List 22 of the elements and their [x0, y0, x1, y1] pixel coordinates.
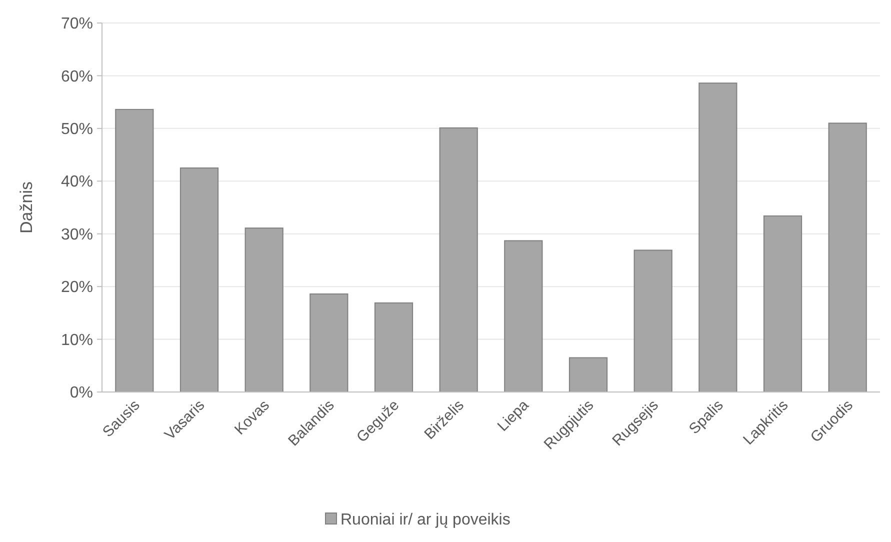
bar [310, 293, 348, 392]
y-tick-label: 30% [60, 226, 93, 244]
bar [180, 167, 219, 392]
bar [698, 82, 738, 392]
bar [244, 228, 284, 392]
y-tick-label: 50% [60, 121, 93, 138]
y-tick-label: 60% [60, 68, 93, 86]
bar [634, 250, 672, 392]
y-tick-label: 20% [60, 279, 93, 296]
y-tick-label: 40% [60, 174, 93, 191]
bar [374, 302, 414, 392]
bar [439, 127, 478, 392]
bar [828, 122, 867, 392]
y-tick-label: 10% [60, 332, 93, 349]
legend-label: Ruoniai ir/ ar jų poveikis [340, 512, 510, 529]
bar [115, 108, 154, 392]
y-tick-label: 70% [60, 16, 93, 33]
y-tick-label: 0% [70, 384, 93, 402]
y-axis-title: Dažnis [17, 182, 36, 234]
bar [763, 215, 802, 392]
bar [504, 240, 543, 392]
bar [568, 357, 608, 392]
